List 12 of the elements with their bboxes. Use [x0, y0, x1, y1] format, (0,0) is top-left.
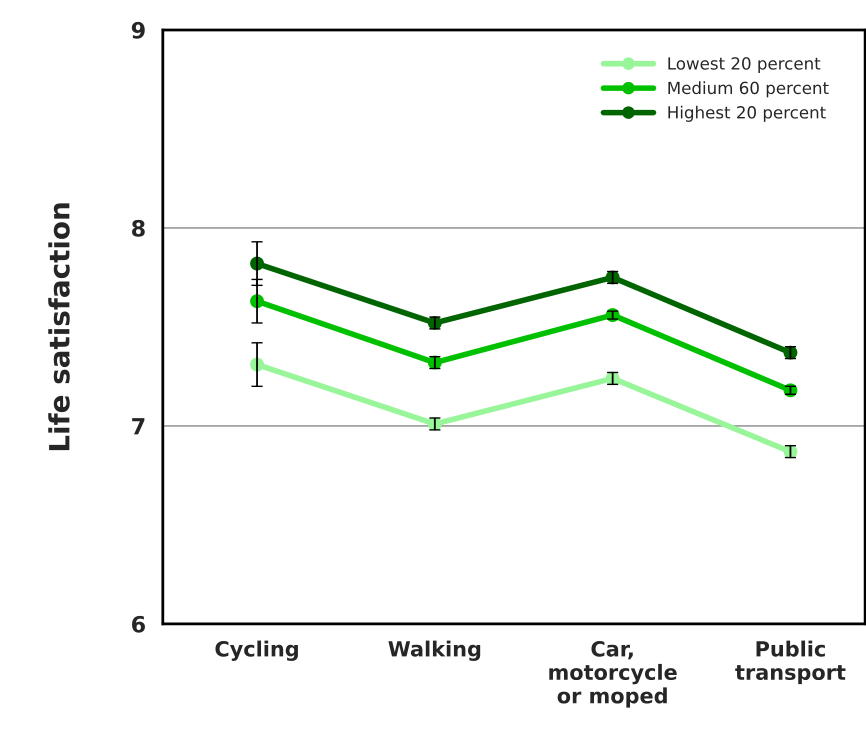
y-tick-label: 6: [132, 616, 145, 633]
x-tick-label: Public transport: [735, 640, 846, 684]
x-tick-label: Walking: [388, 640, 480, 661]
y-tick-label: 8: [132, 220, 145, 237]
y-axis-title: Life satisfaction: [48, 203, 70, 450]
legend-label: Lowest 20 percent: [668, 57, 820, 73]
y-tick-label: 9: [132, 22, 145, 39]
x-tick-label: Car, motorcycle or moped: [549, 640, 677, 708]
legend-label: Medium 60 percent: [668, 81, 829, 98]
x-tick-label: Cycling: [215, 640, 298, 661]
legend-label: Highest 20 percent: [668, 106, 826, 122]
y-tick-label: 7: [132, 418, 144, 434]
